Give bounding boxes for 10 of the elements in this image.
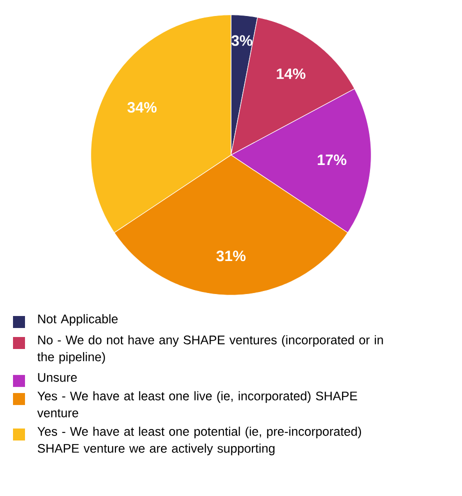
legend-label: Not Applicable [38,314,118,326]
legend-label: Unsure [38,373,77,382]
data-label: 34% [127,102,157,113]
data-label: 14% [276,68,306,79]
data-label: 17% [318,154,346,166]
data-label: 31% [216,250,246,262]
legend-label: Yes - We have at least one potential (ie, pre-incorporated) SHAPE venture we are actively supporting [37,426,362,456]
legend-label: Yes - We have at least one live (ie, incorporated) SHAPE venture [37,391,358,418]
data-label: 3% [231,35,252,46]
legend-label: No - We do not have any SHAPE ventures (incorporated or in the pipeline) [37,335,383,364]
